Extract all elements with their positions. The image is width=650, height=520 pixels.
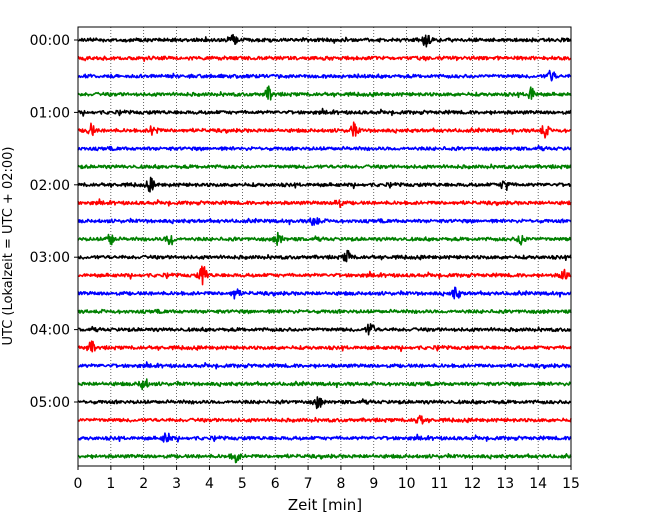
grid-lines [110, 27, 539, 466]
trace-0100 [77, 107, 572, 117]
trace-0200 [77, 176, 572, 193]
x-tick-label: 13 [496, 476, 514, 492]
x-tick-label: 5 [238, 476, 247, 492]
trace-0515 [77, 414, 572, 425]
trace-0315 [77, 265, 572, 286]
x-tick-label: 0 [74, 476, 83, 492]
x-tick-label: 12 [463, 476, 481, 492]
trace-0330 [77, 286, 572, 300]
x-axis-label: Zeit [min] [288, 496, 362, 514]
x-tick-label: 8 [336, 476, 345, 492]
trace-0545 [77, 453, 572, 464]
y-tick-label: 01:00 [30, 105, 70, 121]
trace-0045 [77, 85, 572, 101]
x-tick-label: 15 [562, 476, 580, 492]
x-tick-label: 4 [205, 476, 214, 492]
plot-background [78, 27, 571, 466]
trace-0415 [77, 340, 572, 353]
y-tick-label: 04:00 [30, 323, 70, 339]
trace-0530 [77, 432, 572, 443]
trace-0115 [77, 121, 572, 139]
x-tick-label: 10 [398, 476, 416, 492]
x-tick-label: 11 [431, 476, 449, 492]
trace-0145 [77, 163, 572, 170]
trace-0345 [77, 308, 572, 315]
y-tick-label: 00:00 [30, 33, 70, 49]
trace-0230 [77, 217, 572, 227]
plot-frame [77, 26, 572, 467]
trace-0215 [77, 198, 572, 209]
y-tick-label: 02:00 [30, 178, 70, 194]
trace-0015 [77, 55, 572, 62]
trace-0030 [77, 69, 572, 82]
trace-rows [77, 33, 572, 464]
y-tick-label: 03:00 [30, 250, 70, 266]
y-tick-label: 05:00 [30, 395, 70, 411]
trace-0500 [77, 396, 572, 410]
trace-0245 [77, 231, 572, 247]
x-tick-label: 1 [106, 476, 115, 492]
x-tick-label: 6 [271, 476, 280, 492]
x-tick-label: 3 [172, 476, 181, 492]
trace-0430 [77, 361, 572, 370]
trace-0300 [77, 249, 572, 263]
x-tick-label: 7 [304, 476, 313, 492]
x-tick-label: 9 [369, 476, 378, 492]
x-tick-label: 2 [139, 476, 148, 492]
y-axis-label: UTC (Lokalzeit = UTC + 02:00) [1, 147, 16, 346]
trace-0000 [77, 33, 572, 48]
x-tick-label: 14 [529, 476, 547, 492]
y-axis-ticks: 00:00 01:00 02:00 03:00 04:00 05:00 [30, 33, 78, 411]
x-axis-ticks: 0 1 2 3 4 5 6 7 8 9 10 11 12 13 14 15 [74, 466, 580, 492]
trace-0445 [77, 378, 572, 391]
trace-0130 [77, 144, 572, 152]
trace-0400 [77, 323, 572, 336]
